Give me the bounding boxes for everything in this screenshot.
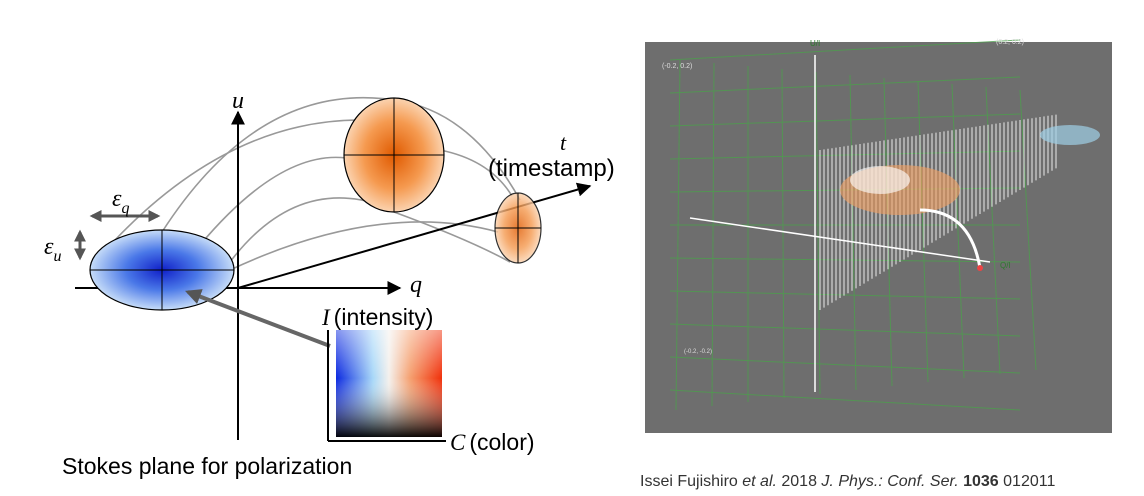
colormap xyxy=(327,330,446,442)
label: (color) xyxy=(469,429,534,455)
decor-line xyxy=(669,323,1021,337)
label: (-0.2, -0.2) xyxy=(684,349,712,355)
subscript: q xyxy=(121,200,129,217)
label: (0.2, 0.2) xyxy=(996,39,1024,46)
intensity-label: I (intensity) xyxy=(321,304,433,330)
citation: Issei Fujishiro et al. 2018 J. Phys.: Co… xyxy=(640,473,1055,490)
decor-line xyxy=(669,76,1021,94)
symbol: I xyxy=(321,305,331,330)
symbol: ε xyxy=(112,186,122,212)
axis-u: u xyxy=(232,88,244,114)
decor-line xyxy=(711,62,715,407)
orange-ellipse xyxy=(343,97,445,213)
decor-line xyxy=(669,290,1021,300)
decor-line xyxy=(1019,89,1037,371)
year: 2018 xyxy=(777,473,821,490)
epsilon-u: εu xyxy=(44,234,61,265)
decor-line xyxy=(669,389,1021,411)
decor-line xyxy=(669,39,1021,61)
decor-line xyxy=(669,150,1021,160)
symbol: ε xyxy=(44,234,54,260)
small-ellipse xyxy=(494,192,542,264)
label: Q/I xyxy=(1000,261,1011,270)
decor-line xyxy=(669,257,1021,263)
decor-line xyxy=(781,68,785,399)
journal: J. Phys.: Conf. Ser. xyxy=(820,473,958,490)
screenshot: U/I (-0.2, 0.2) (0.2, 0.2) Q/I (-0.2, -0… xyxy=(645,39,1112,433)
label: U/I xyxy=(810,39,820,48)
t-label: (timestamp) xyxy=(488,155,615,182)
subscript: u xyxy=(53,248,61,265)
author: Issei Fujishiro xyxy=(640,473,742,490)
axis-t: t xyxy=(560,130,567,155)
page: 012011 xyxy=(999,473,1056,490)
label: (-0.2, 0.2) xyxy=(662,63,692,70)
axis-q: q xyxy=(410,272,422,298)
decor-line xyxy=(917,80,929,383)
decor-line xyxy=(849,74,857,391)
etal: et al. xyxy=(742,473,777,490)
decor-line xyxy=(815,71,821,395)
decor-line xyxy=(675,59,681,411)
volume: 1036 xyxy=(959,473,999,490)
color-label: C (color) xyxy=(450,429,535,455)
pointer-arrow xyxy=(185,289,331,348)
caption: Stokes plane for polarization xyxy=(62,453,352,479)
decor-line xyxy=(669,356,1021,374)
arcs xyxy=(114,96,521,271)
blue-ellipse xyxy=(89,229,235,311)
symbol: C xyxy=(450,430,466,455)
epsilon-q: εq xyxy=(112,186,129,217)
decor-line xyxy=(669,113,1021,127)
label: (intensity) xyxy=(334,304,434,330)
decor-line xyxy=(951,83,965,379)
